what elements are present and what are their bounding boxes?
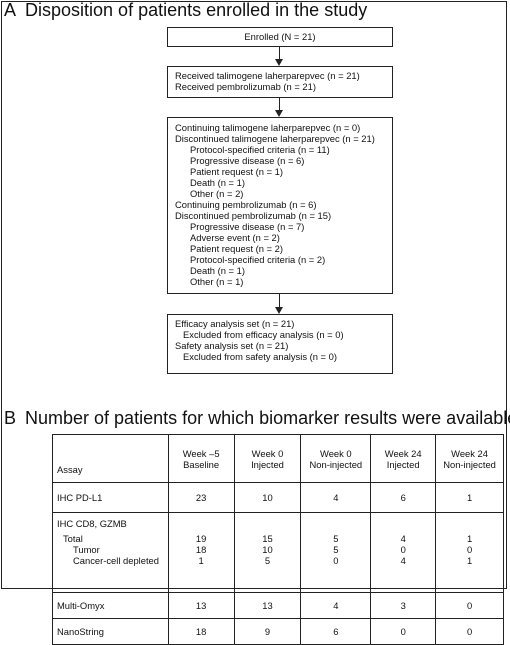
disposition-line: Protocol-specified criteria (n = 11) [190,144,330,155]
table-cell: 5 [333,533,339,544]
panel-a-title: A Disposition of patients enrolled in the… [4,0,367,20]
received-line: Received pembrolizumab (n = 21) [175,81,316,92]
table-cell: 5 [333,544,339,555]
table-cell-group: 1 0 1 [435,512,504,593]
received-box: Received talimogene laherparepvec (n = 2… [167,66,393,98]
table-cell: 3 [370,592,437,619]
table-cell: 19 [195,533,207,544]
enrolled-box: Enrolled (N = 21) [167,27,393,47]
table-cell-group: 4 0 4 [370,512,437,593]
table-cell: 4 [300,482,372,513]
table-cell: 6 [370,482,437,513]
assay-label: NanoString [52,618,169,645]
table-cell: 18 [195,544,207,555]
panel-a-letter: A [4,0,17,20]
column-header-assay: Assay [52,434,169,483]
table-cell: 6 [300,618,372,645]
analysis-line: Excluded from efficacy analysis (n = 0) [183,329,344,340]
table-cell: 10 [233,482,302,513]
enrolled-text: Enrolled (N = 21) [244,31,316,42]
disposition-line: Death (n = 1) [190,265,245,276]
table-cell: 4 [400,555,406,566]
table-cell: 10 [262,544,273,555]
table-cell: 1 [198,555,204,566]
disposition-line: Adverse event (n = 2) [190,232,280,243]
panel-b-letter: B [4,408,17,428]
disposition-line: Other (n = 1) [190,276,244,287]
assay-group-cell: IHC CD8, GZMB Total Tumor Cancer-cell de… [52,512,169,593]
panel-a-title-text: Disposition of patients enrolled in the … [25,0,368,20]
disposition-line: Continuing talimogene laherparepvec (n =… [175,122,361,133]
assay-label: IHC CD8, GZMB [57,518,127,529]
connector-line [279,98,280,110]
table-cell: 4 [400,533,406,544]
sub-row-label: Tumor [73,544,100,555]
disposition-line: Protocol-specified criteria (n = 2) [190,254,326,265]
table-cell: 1 [466,533,473,544]
table-cell: 1 [435,482,504,513]
table-cell: 9 [233,618,302,645]
table-cell-group: 15 10 5 [233,512,302,593]
sub-row-label: Cancer-cell depleted [73,555,159,566]
column-header: Week 24 Non-injected [435,434,504,483]
disposition-line: Progressive disease (n = 6) [190,155,305,166]
table-cell: 13 [167,592,235,619]
disposition-line: Progressive disease (n = 7) [190,221,305,232]
table-cell: 1 [466,555,473,566]
biomarker-table: Assay Week –5 Baseline Week 0 Injected W… [52,434,504,645]
table-cell-group: 19 18 1 [167,512,235,593]
table-cell: 23 [167,482,235,513]
table-cell: 18 [167,618,235,645]
table-row: IHC PD-L1 23 10 4 6 1 [52,482,504,513]
connector-line [279,47,280,59]
table-row: Multi-Omyx 13 13 4 3 0 [52,592,504,619]
sub-row-label: Total [63,533,83,544]
arrow-down-icon [275,110,283,117]
table-cell: 0 [370,618,437,645]
column-header: Week –5 Baseline [167,434,235,483]
assay-label: Multi-Omyx [52,592,169,619]
table-cell: 4 [300,592,372,619]
table-cell: 13 [233,592,302,619]
panel-b-title: B Number of patients for which biomarker … [4,408,510,428]
connector-line [279,294,280,307]
table-cell: 0 [435,592,504,619]
assay-label: IHC PD-L1 [52,482,169,513]
disposition-line: Discontinued pembrolizumab (n = 15) [175,210,332,221]
received-line: Received talimogene laherparepvec (n = 2… [175,70,360,81]
table-row: IHC CD8, GZMB Total Tumor Cancer-cell de… [52,512,504,593]
disposition-line: Patient request (n = 2) [190,243,284,254]
panel-b-title-text: Number of patients for which biomarker r… [25,408,510,428]
disposition-line: Discontinued talimogene laherparepvec (n… [175,133,375,144]
analysis-line: Efficacy analysis set (n = 21) [175,318,295,329]
table-cell: 0 [333,555,339,566]
disposition-line: Patient request (n = 1) [190,166,284,177]
table-row: NanoString 18 9 6 0 0 [52,618,504,645]
column-header: Week 24 Injected [370,434,437,483]
disposition-box: Continuing talimogene laherparepvec (n =… [167,117,393,294]
table-cell: 0 [400,544,406,555]
column-header: Week 0 Injected [233,434,302,483]
analysis-box: Efficacy analysis set (n = 21) Excluded … [167,314,393,374]
analysis-line: Safety analysis set (n = 21) [175,340,289,351]
disposition-line: Death (n = 1) [190,177,245,188]
column-header: Week 0 Non-injected [300,434,372,483]
table-cell: 0 [435,618,504,645]
table-cell: 15 [262,533,273,544]
arrow-down-icon [275,59,283,66]
disposition-line: Other (n = 2) [190,188,244,199]
table-cell: 5 [264,555,271,566]
analysis-line: Excluded from safety analysis (n = 0) [183,351,337,362]
table-cell-group: 5 5 0 [300,512,372,593]
table-header-row: Assay Week –5 Baseline Week 0 Injected W… [52,434,504,483]
table-cell: 0 [466,544,473,555]
arrow-down-icon [275,307,283,314]
disposition-line: Continuing pembrolizumab (n = 6) [175,199,317,210]
